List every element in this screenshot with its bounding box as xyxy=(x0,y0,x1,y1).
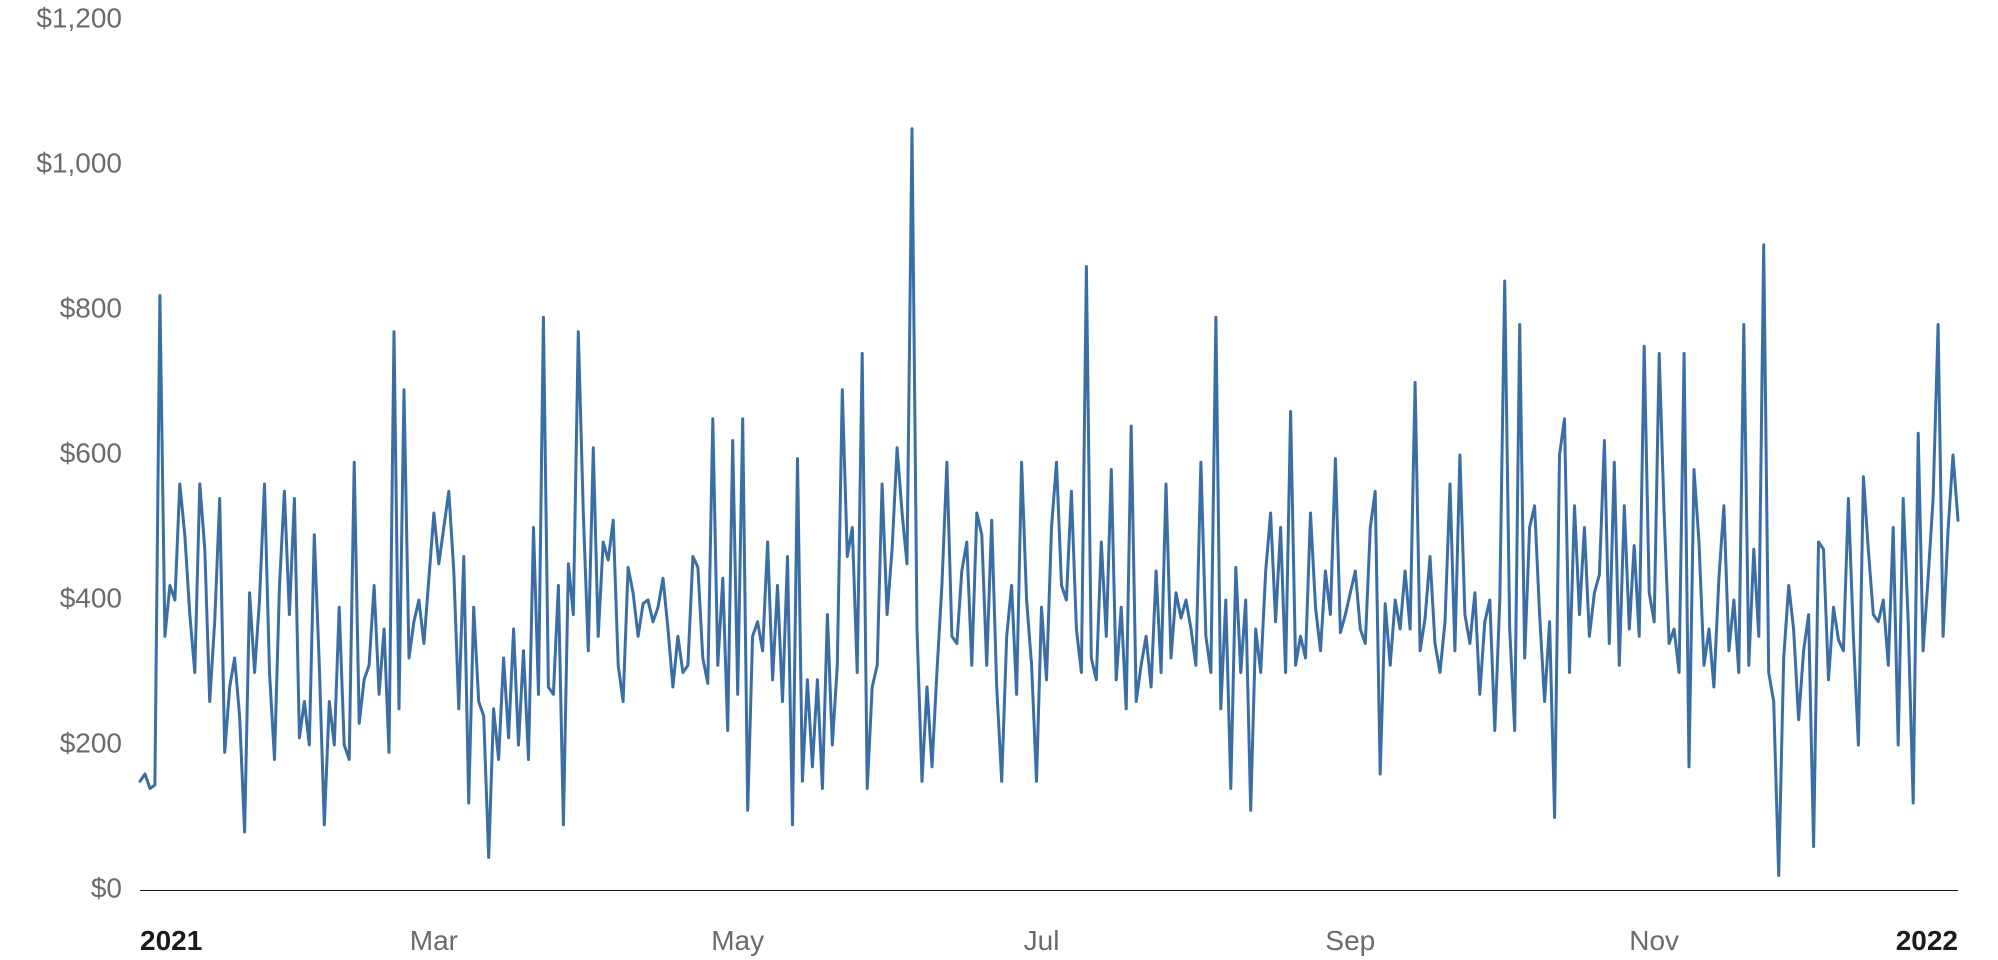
x-tick-label: Nov xyxy=(1629,925,1679,956)
y-tick-label: $0 xyxy=(91,872,122,903)
y-tick-label: $400 xyxy=(60,582,122,613)
chart-svg: $0 $200 $400 $600 $800 $1,000 $1,200 2021 Mar May… xyxy=(0,0,1998,960)
y-tick-label: $800 xyxy=(60,292,122,323)
x-tick-label: May xyxy=(711,925,764,956)
timeseries-chart: $0 $200 $400 $600 $800 $1,000 $1,200 2021 Mar May… xyxy=(0,0,1998,960)
x-tick-label: Mar xyxy=(410,925,458,956)
y-tick-label: $200 xyxy=(60,727,122,758)
x-tick-label: Jul xyxy=(1024,925,1060,956)
y-tick-label: $600 xyxy=(60,437,122,468)
x-tick-label: 2021 xyxy=(140,925,202,956)
y-tick-label: $1,200 xyxy=(36,2,122,33)
x-tick-label: Sep xyxy=(1325,925,1375,956)
x-tick-label: 2022 xyxy=(1896,925,1958,956)
y-tick-label: $1,000 xyxy=(36,147,122,178)
